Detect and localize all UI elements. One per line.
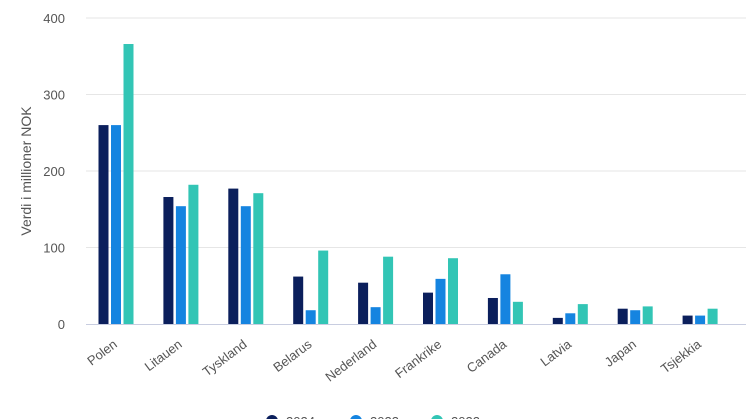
bar[interactable] <box>617 308 628 324</box>
bar[interactable] <box>123 44 134 324</box>
bar[interactable] <box>358 282 369 324</box>
x-tick-label: Canada <box>464 336 510 376</box>
bar[interactable] <box>565 313 576 324</box>
bar[interactable] <box>228 188 239 324</box>
legend-marker <box>350 415 362 419</box>
y-tick-label: 300 <box>43 88 65 103</box>
legend-label: 2024 <box>286 414 315 419</box>
x-tick-label: Belarus <box>270 336 315 375</box>
bar[interactable] <box>175 206 186 324</box>
y-tick-label: 100 <box>43 241 65 256</box>
legend-item[interactable]: 2022 <box>431 414 480 419</box>
bar[interactable] <box>512 301 523 324</box>
grid-lines <box>86 17 746 248</box>
x-tick-label: Litauen <box>142 336 185 374</box>
bar[interactable] <box>98 125 109 324</box>
bar[interactable] <box>163 197 174 324</box>
bar[interactable] <box>111 125 121 324</box>
bar[interactable] <box>487 297 498 324</box>
y-axis-label: Verdi i millioner NOK <box>18 106 34 236</box>
bar[interactable] <box>318 250 329 324</box>
bar[interactable] <box>293 276 304 324</box>
bar[interactable] <box>552 317 563 324</box>
bar[interactable] <box>253 193 264 324</box>
bar[interactable] <box>695 315 706 324</box>
y-tick-label: 400 <box>43 11 65 26</box>
bar[interactable] <box>577 304 588 324</box>
x-tick-label: Frankrike <box>392 336 444 381</box>
x-axis-ticks: Polen Litauen Tyskland Belarus Nederland Fran… <box>84 336 704 385</box>
legend-item[interactable]: 2024 <box>266 414 315 419</box>
y-tick-label: 200 <box>43 164 65 179</box>
legend-marker <box>266 415 278 419</box>
y-axis-ticks: 0 100 200 300 400 <box>43 11 65 332</box>
bar[interactable] <box>305 310 316 324</box>
bar[interactable] <box>448 258 458 324</box>
legend-marker <box>431 415 443 419</box>
x-tick-label: Nederland <box>322 336 379 384</box>
x-tick-label: Tsjekkia <box>658 336 705 376</box>
x-tick-label: Tyskland <box>200 336 250 379</box>
legend-label: 2023 <box>370 414 399 419</box>
bar[interactable] <box>240 206 251 324</box>
bar[interactable] <box>383 256 394 324</box>
bar[interactable] <box>642 306 653 324</box>
bar[interactable] <box>370 307 381 324</box>
bar[interactable] <box>500 274 511 324</box>
legend-item[interactable]: 2023 <box>350 414 399 419</box>
x-tick-label: Japan <box>602 336 639 369</box>
bar[interactable] <box>435 278 446 324</box>
bars <box>98 44 718 324</box>
bar[interactable] <box>682 315 693 324</box>
y-tick-label: 0 <box>58 317 65 332</box>
bar[interactable] <box>630 310 641 324</box>
legend-label: 2022 <box>451 414 480 419</box>
bar[interactable] <box>188 184 199 324</box>
x-tick-label: Latvia <box>537 336 574 369</box>
bar[interactable] <box>423 292 433 324</box>
bar[interactable] <box>707 308 718 324</box>
x-tick-label: Polen <box>84 336 120 368</box>
legend[interactable]: 2024 2023 2022 <box>266 414 480 419</box>
